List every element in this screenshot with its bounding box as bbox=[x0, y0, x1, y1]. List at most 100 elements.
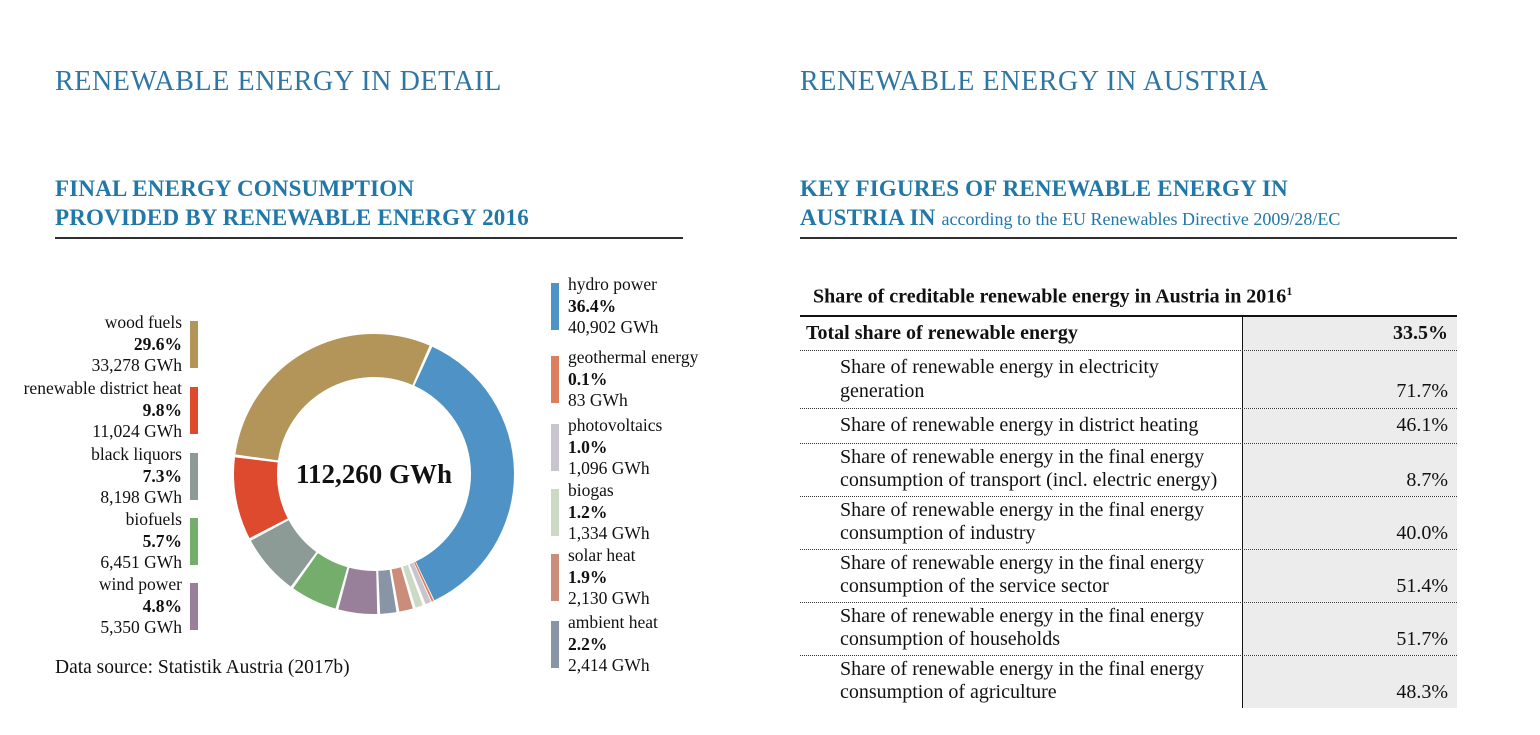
right-section-title: RENEWABLE ENERGY IN AUSTRIA bbox=[800, 66, 1269, 97]
table-row-value: 71.7% bbox=[1242, 351, 1457, 409]
table-row-label: Total share of renewable energy bbox=[806, 321, 1078, 344]
legend-color-bar-wood-fuels bbox=[190, 320, 198, 368]
key-figures-heading-line1: KEY FIGURES OF RENEWABLE ENERGY IN bbox=[800, 176, 1288, 201]
segment-percent: 29.6% bbox=[133, 333, 182, 354]
donut-segment-ambient-heat bbox=[378, 569, 397, 614]
table-row: Share of renewable energy in the final e… bbox=[800, 549, 1457, 603]
chart-label-ambient-heat: ambient heat 2.2% 2,414 GWh bbox=[551, 612, 658, 677]
table-row: Share of renewable energy in the final e… bbox=[800, 602, 1457, 656]
donut-segment-renewable-district-heat bbox=[234, 457, 288, 539]
segment-gwh: 1,096 GWh bbox=[568, 458, 650, 478]
table-row: Share of renewable energy in the final e… bbox=[800, 443, 1457, 497]
chart-label-text: hydro power 36.4% 40,902 GWh bbox=[568, 274, 658, 339]
segment-percent: 1.0% bbox=[568, 436, 608, 457]
chart-label-text: renewable district heat 9.8% 11,024 GWh bbox=[24, 378, 182, 443]
legend-color-bar-ambient-heat bbox=[551, 620, 559, 668]
table-row-value: 33.5% bbox=[1242, 316, 1457, 351]
chart-label-text: biogas 1.2% 1,334 GWh bbox=[568, 480, 650, 545]
chart-label-biofuels: biofuels 5.7% 6,451 GWh bbox=[0, 509, 198, 574]
key-figures-heading-note: according to the EU Renewables Directive… bbox=[941, 209, 1341, 229]
table-rows: Total share of renewable energy 33.5% Shar… bbox=[800, 314, 1457, 708]
segment-gwh: 11,024 GWh bbox=[92, 421, 182, 441]
donut-segment-biogas bbox=[402, 564, 423, 608]
chart-label-renewable-district-heat: renewable district heat 9.8% 11,024 GWh bbox=[0, 378, 198, 443]
donut-segment-hydro-power bbox=[414, 346, 514, 601]
chart-label-text: wood fuels 29.6% 33,278 GWh bbox=[92, 312, 182, 377]
segment-percent: 5.7% bbox=[142, 530, 182, 551]
segment-percent: 36.4% bbox=[568, 295, 617, 316]
chart-label-text: black liquors 7.3% 8,198 GWh bbox=[91, 444, 182, 509]
legend-color-bar-hydro-power bbox=[551, 282, 559, 330]
legend-color-bar-photovoltaics bbox=[551, 423, 559, 471]
chart-label-text: geothermal energy 0.1% 83 GWh bbox=[568, 347, 698, 412]
donut-segment-geothermal-energy bbox=[414, 561, 434, 602]
segment-percent: 0.1% bbox=[568, 368, 608, 389]
legend-color-bar-renewable-district-heat bbox=[190, 386, 198, 434]
key-figures-heading: KEY FIGURES OF RENEWABLE ENERGY IN AUSTR… bbox=[800, 174, 1340, 234]
left-heading-divider bbox=[55, 237, 683, 239]
chart-label-solar-heat: solar heat 1.9% 2,130 GWh bbox=[551, 545, 650, 610]
segment-gwh: 2,130 GWh bbox=[568, 588, 650, 608]
chart-label-text: photovoltaics 1.0% 1,096 GWh bbox=[568, 415, 662, 480]
table-row-label: Share of renewable energy in the final e… bbox=[840, 657, 1205, 704]
donut-segment-biofuels bbox=[293, 553, 348, 609]
donut-segment-wind-power bbox=[338, 567, 378, 614]
segment-percent: 2.2% bbox=[568, 633, 608, 654]
table-row-value: 51.4% bbox=[1242, 549, 1457, 602]
chart-label-text: biofuels 5.7% 6,451 GWh bbox=[100, 509, 182, 574]
donut-chart-svg bbox=[234, 333, 514, 614]
table-row-label: Share of renewable energy in the final e… bbox=[840, 498, 1205, 545]
segment-percent: 9.8% bbox=[142, 399, 182, 420]
legend-color-bar-black-liquors bbox=[190, 452, 198, 500]
legend-color-bar-biofuels bbox=[190, 517, 198, 565]
segment-name: biogas bbox=[568, 480, 614, 500]
donut-segment-photovoltaics bbox=[409, 562, 431, 605]
segment-percent: 4.8% bbox=[142, 595, 182, 616]
legend-color-bar-geothermal-energy bbox=[551, 355, 559, 403]
segment-name: wind power bbox=[98, 574, 182, 594]
table-row-label: Share of renewable energy in electricity… bbox=[840, 356, 1159, 402]
data-source-note: Data source: Statistik Austria (2017b) bbox=[55, 657, 350, 678]
chart-label-black-liquors: black liquors 7.3% 8,198 GWh bbox=[0, 444, 198, 509]
chart-label-text: ambient heat 2.2% 2,414 GWh bbox=[568, 612, 658, 677]
chart-label-wood-fuels: wood fuels 29.6% 33,278 GWh bbox=[0, 312, 198, 377]
table-row-value: 51.7% bbox=[1242, 602, 1457, 655]
segment-gwh: 5,350 GWh bbox=[100, 617, 182, 637]
table-caption-footnote-marker: 1 bbox=[1286, 284, 1293, 298]
legend-color-bar-solar-heat bbox=[551, 553, 559, 601]
segment-gwh: 83 GWh bbox=[568, 390, 628, 410]
table-row: Share of renewable energy in the final e… bbox=[800, 496, 1457, 550]
segment-gwh: 33,278 GWh bbox=[91, 355, 182, 375]
left-chart-heading: FINAL ENERGY CONSUMPTION PROVIDED BY REN… bbox=[55, 174, 529, 232]
segment-name: photovoltaics bbox=[568, 415, 663, 435]
segment-name: biofuels bbox=[125, 509, 182, 529]
legend-color-bar-wind-power bbox=[190, 582, 198, 630]
table-row: Share of renewable energy in the final e… bbox=[800, 655, 1457, 708]
table-row: Share of renewable energy in electricity… bbox=[800, 351, 1457, 410]
segment-gwh: 40,902 GWh bbox=[568, 317, 659, 337]
key-figures-heading-bold: AUSTRIA IN bbox=[800, 205, 936, 230]
donut-center-total: 112,260 GWh bbox=[295, 458, 453, 489]
segment-percent: 7.3% bbox=[142, 465, 182, 486]
segment-percent: 1.9% bbox=[568, 566, 608, 587]
chart-label-biogas: biogas 1.2% 1,334 GWh bbox=[551, 480, 650, 545]
table-row-value: 40.0% bbox=[1242, 496, 1457, 549]
table-caption: Share of creditable renewable energy in … bbox=[800, 284, 1457, 315]
right-heading-divider bbox=[800, 237, 1457, 239]
segment-gwh: 8,198 GWh bbox=[100, 487, 182, 507]
donut-segment-black-liquors bbox=[250, 520, 317, 587]
segment-gwh: 2,414 GWh bbox=[568, 655, 650, 675]
segment-name: ambient heat bbox=[568, 612, 658, 632]
legend-color-bar-biogas bbox=[551, 488, 559, 536]
segment-gwh: 6,451 GWh bbox=[100, 552, 182, 572]
chart-label-photovoltaics: photovoltaics 1.0% 1,096 GWh bbox=[551, 415, 662, 480]
table-row-label: Share of renewable energy in the final e… bbox=[840, 604, 1205, 651]
segment-name: hydro power bbox=[568, 274, 657, 294]
donut-segment-solar-heat bbox=[391, 567, 413, 612]
table-row-value: 8.7% bbox=[1242, 443, 1457, 496]
segment-name: black liquors bbox=[91, 444, 182, 464]
segment-name: wood fuels bbox=[104, 312, 182, 332]
chart-label-geothermal-energy: geothermal energy 0.1% 83 GWh bbox=[551, 347, 698, 412]
segment-name: renewable district heat bbox=[23, 378, 182, 398]
key-figures-heading-line2: AUSTRIA IN according to the EU Renewable… bbox=[800, 203, 1340, 234]
